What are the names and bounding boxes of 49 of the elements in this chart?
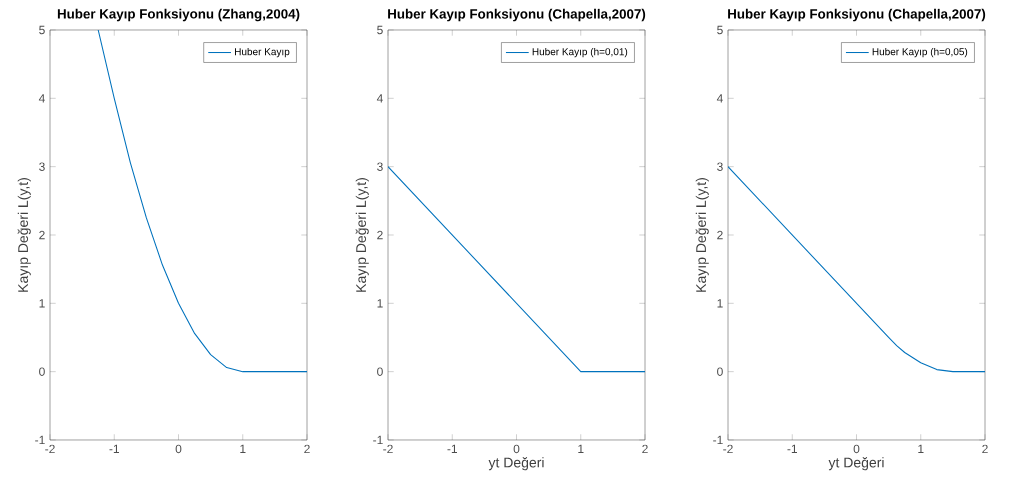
x-tick-label: 1 — [578, 444, 584, 453]
y-tick-label: 1 — [377, 299, 383, 308]
legend-label: Huber Kayıp (h=0,05) — [872, 47, 968, 58]
x-axis-title: yt Değeri — [828, 457, 884, 471]
y-tick-label: 5 — [717, 25, 723, 35]
x-tick-label: 1 — [240, 444, 246, 453]
chart-title: Huber Kayıp Fonksiyonu (Chapella,2007) — [728, 8, 986, 22]
y-tick-label: 4 — [376, 94, 383, 103]
chart-title: Huber Kayıp Fonksiyonu (Chapella,2007) — [388, 8, 646, 22]
chart-title: Huber Kayıp Fonksiyonu (Zhang,2004) — [57, 8, 300, 22]
x-tick-label: -2 — [723, 444, 733, 454]
legend-label: Huber Kayıp — [235, 47, 290, 58]
x-tick-label: -1 — [109, 444, 120, 453]
x-tick-label: 0 — [853, 444, 860, 454]
x-tick-label: 2 — [304, 444, 310, 454]
y-axis-title: Kayıp Değeri L(y,t) — [695, 178, 709, 292]
x-tick-label: -2 — [45, 444, 55, 454]
y-tick-label: 4 — [716, 94, 723, 103]
x-tick-label: -1 — [447, 444, 457, 453]
y-tick-label: 0 — [39, 367, 45, 376]
x-tick-label: -2 — [383, 444, 393, 454]
y-tick-label: 2 — [377, 230, 383, 240]
y-tick-label: 3 — [377, 162, 383, 171]
x-tick-label: 0 — [175, 444, 182, 454]
x-tick-label: 0 — [513, 444, 520, 454]
legend-label: Huber Kayıp (h=0,01) — [532, 47, 628, 58]
y-tick-label: 2 — [717, 230, 723, 240]
y-axis-title: Kayıp Değeri L(y,t) — [17, 178, 31, 292]
y-tick-label: -1 — [373, 435, 383, 445]
y-tick-label: 0 — [377, 367, 383, 376]
y-tick-label: 0 — [717, 367, 723, 376]
x-tick-label: -1 — [787, 444, 797, 453]
y-tick-label: 5 — [39, 25, 45, 35]
x-tick-label: 1 — [918, 444, 924, 453]
y-tick-label: 3 — [717, 162, 723, 171]
y-tick-label: -1 — [35, 435, 45, 445]
y-tick-label: 2 — [39, 230, 45, 240]
y-tick-label: 1 — [717, 299, 723, 308]
y-axis-title: Kayıp Değeri L(y,t) — [355, 178, 369, 292]
x-tick-label: 2 — [642, 444, 648, 454]
x-axis-title: yt Değeri — [488, 457, 544, 471]
y-tick-label: 5 — [377, 25, 383, 35]
line-series — [97, 29, 308, 373]
y-tick-label: 4 — [38, 94, 45, 103]
x-tick-label: 2 — [982, 444, 988, 454]
y-tick-label: 1 — [39, 299, 45, 308]
line-series — [728, 166, 985, 373]
y-tick-label: 3 — [39, 162, 45, 171]
y-tick-label: -1 — [713, 435, 723, 445]
